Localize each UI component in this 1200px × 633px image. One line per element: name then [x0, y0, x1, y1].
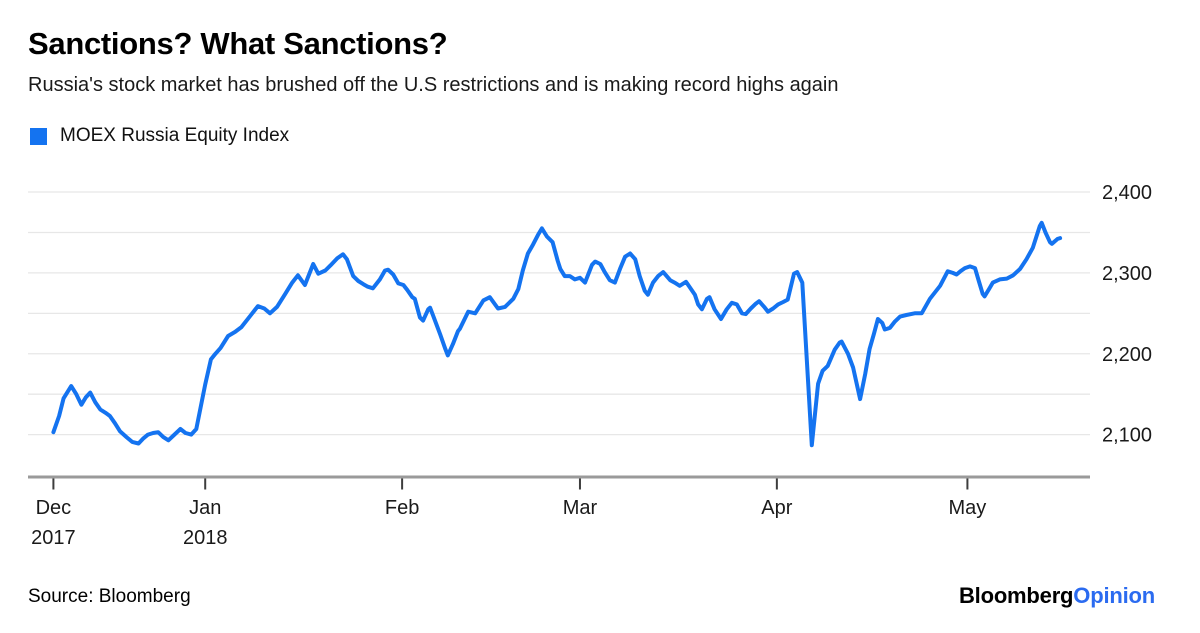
index-series-line: [51, 220, 1063, 448]
logo-bloomberg: Bloomberg: [958, 583, 1074, 608]
x-tick-sublabel: 2018: [183, 527, 228, 549]
x-tick-label: Jan: [189, 497, 221, 519]
x-tick-label: Dec: [36, 497, 72, 519]
page-title: Sanctions? What Sanctions?: [28, 26, 448, 61]
legend: MOEX Russia Equity Index: [30, 125, 289, 147]
x-tick-sublabel: 2017: [31, 527, 76, 549]
page-subtitle: Russia's stock market has brushed off th…: [28, 74, 839, 96]
x-tick-label: Apr: [761, 497, 792, 519]
x-tick-label: May: [949, 497, 987, 519]
y-axis-label: 2,400: [1102, 182, 1152, 204]
bloomberg-opinion-logo: BloombergOpinion: [959, 583, 1155, 609]
x-tick-label: Mar: [563, 497, 598, 519]
source-label: Source: Bloomberg: [28, 586, 191, 607]
chart-area: 2,400 2,300 2,200 2,100 Dec 2017 Jan 2018 Feb Mar…: [0, 160, 1200, 560]
y-axis-label: 2,100: [1102, 425, 1152, 447]
legend-label: MOEX Russia Equity Index: [60, 125, 290, 146]
logo-opinion: Opinion: [1073, 583, 1155, 608]
y-axis-label: 2,300: [1102, 263, 1152, 285]
legend-swatch: [30, 127, 47, 145]
x-tick-label: Feb: [385, 497, 419, 519]
y-axis-label: 2,200: [1102, 344, 1152, 366]
line-chart: 2,400 2,300 2,200 2,100 Dec 2017 Jan 2018 Feb Mar…: [28, 182, 1152, 549]
